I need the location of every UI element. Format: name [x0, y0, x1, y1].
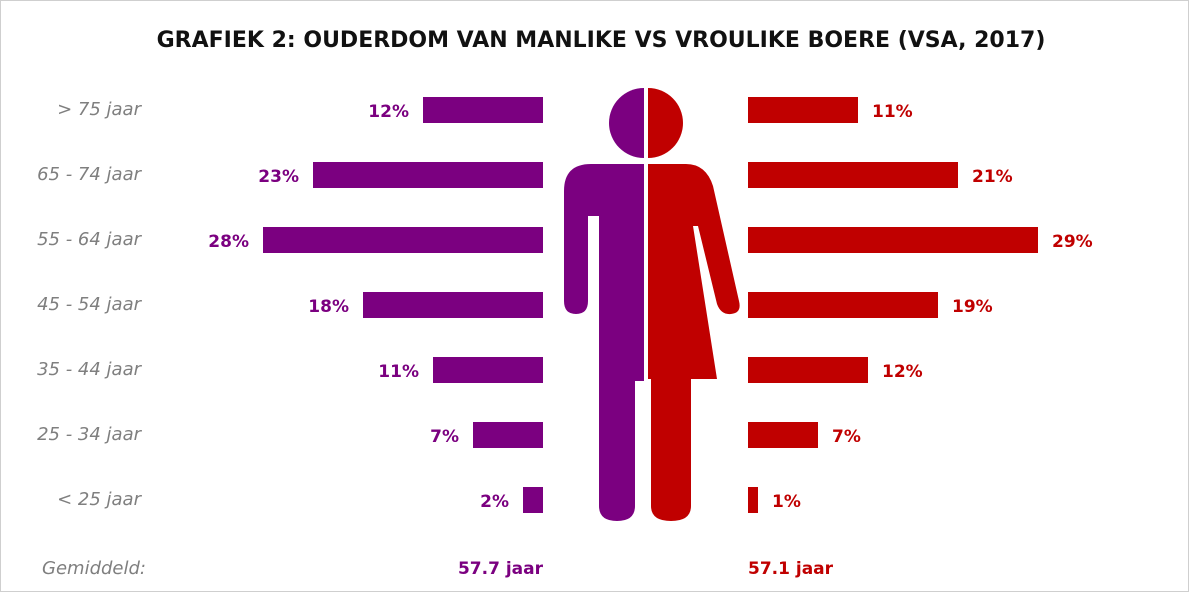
- category-label: 45 - 54 jaar: [37, 294, 143, 315]
- head-left: [609, 88, 644, 158]
- chart-title: GRAFIEK 2: OUDERDOM VAN MANLIKE VS VROUL…: [157, 28, 1046, 53]
- bar: [433, 357, 543, 383]
- value-label: 29%: [1052, 232, 1093, 252]
- bar: [313, 162, 543, 188]
- value-label: 7%: [832, 427, 861, 447]
- category-label: > 75 jaar: [57, 99, 142, 120]
- value-label: 11%: [872, 102, 913, 122]
- average-left: 57.7 jaar: [458, 559, 544, 579]
- category-label: 65 - 74 jaar: [37, 164, 143, 185]
- head-right: [648, 88, 683, 158]
- value-label: 21%: [972, 167, 1013, 187]
- bar: [748, 487, 758, 513]
- average-right: 57.1 jaar: [748, 559, 834, 579]
- bar: [748, 422, 818, 448]
- bar: [748, 97, 858, 123]
- bar: [748, 162, 958, 188]
- bar: [748, 357, 868, 383]
- body-left: [564, 164, 644, 521]
- gender-figure: [564, 88, 740, 521]
- category-label: < 25 jaar: [57, 489, 142, 510]
- average-caption: Gemiddeld:: [42, 558, 146, 579]
- bar: [748, 292, 938, 318]
- value-label: 19%: [952, 297, 993, 317]
- bar: [473, 422, 543, 448]
- value-label: 12%: [368, 102, 409, 122]
- category-label: 35 - 44 jaar: [37, 359, 143, 380]
- value-label: 28%: [208, 232, 249, 252]
- body-right: [648, 164, 740, 521]
- value-label: 7%: [430, 427, 459, 447]
- bar: [523, 487, 543, 513]
- bar: [263, 227, 543, 253]
- bar: [423, 97, 543, 123]
- value-label: 11%: [378, 362, 419, 382]
- value-label: 18%: [308, 297, 349, 317]
- value-label: 2%: [480, 492, 509, 512]
- value-label: 12%: [882, 362, 923, 382]
- bar: [748, 227, 1038, 253]
- category-label: 55 - 64 jaar: [37, 229, 143, 250]
- bar: [363, 292, 543, 318]
- value-label: 1%: [772, 492, 801, 512]
- category-label: 25 - 34 jaar: [37, 424, 143, 445]
- value-label: 23%: [258, 167, 299, 187]
